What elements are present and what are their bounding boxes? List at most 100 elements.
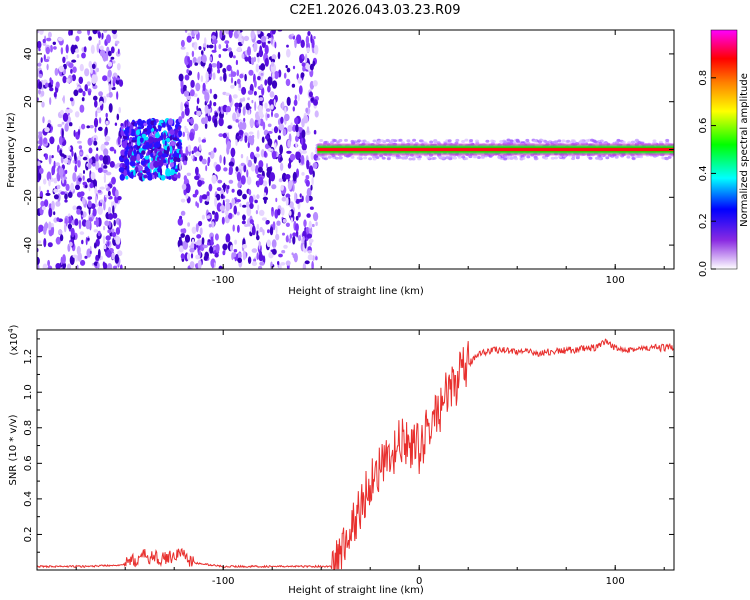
spectrogram-cell — [72, 172, 77, 183]
spectrogram-cell — [226, 64, 232, 72]
spectrogram-cell — [357, 139, 361, 143]
spectrogram-cell — [210, 236, 214, 246]
spectrogram-cell — [246, 156, 249, 164]
spectrogram-cell — [256, 180, 260, 188]
spectrogram-cell — [285, 174, 291, 180]
spectrogram-cell — [69, 97, 74, 102]
spectrogram-cell — [181, 183, 187, 190]
spectrogram-cell — [64, 123, 69, 132]
spectrogram-cell — [187, 144, 192, 152]
spectrogram-cell — [46, 189, 50, 193]
spectrogram-cell — [107, 229, 112, 234]
spectrogram-cell — [285, 260, 291, 266]
spectrogram-cell — [311, 223, 315, 228]
spectrogram-cell — [40, 200, 45, 207]
spectrogram-cell — [283, 244, 288, 249]
spectrogram-cell — [95, 110, 98, 118]
spectrogram-cell — [228, 212, 233, 219]
spectrogram-cell — [272, 71, 275, 80]
spectrogram-cell — [112, 30, 117, 35]
spectrogram-cell — [48, 178, 51, 187]
spectrogram-cell — [56, 184, 61, 190]
spectrogram-cell — [295, 142, 298, 148]
spectrogram-cell — [39, 167, 44, 174]
spectrogram-cell — [72, 254, 78, 258]
spectrogram-cell — [213, 147, 217, 153]
spectrogram-cell — [168, 175, 172, 180]
spectrogram-cell — [117, 48, 120, 55]
spectrogram-cell — [103, 200, 106, 211]
spectrogram-cell — [48, 207, 53, 218]
spectrogram-cell — [365, 141, 370, 145]
spectrogram-cell — [215, 243, 220, 253]
spectrogram-cell — [79, 191, 85, 197]
spectrogram-cell — [66, 78, 69, 83]
spectrogram-cell — [301, 137, 304, 146]
spectrogram-cell — [307, 250, 312, 254]
spectrogram-cell — [248, 131, 254, 135]
spectrogram-cell — [500, 155, 505, 159]
spectrogram-cell — [301, 129, 306, 139]
spectrogram-cell — [67, 108, 73, 114]
spectrogram-cell — [143, 174, 148, 179]
spectrogram-cell — [136, 144, 141, 150]
spectrogram-cell — [236, 46, 242, 52]
spectrogram-cell — [76, 30, 82, 34]
spectrogram-cell — [105, 112, 108, 118]
spectrogram-cell — [202, 43, 207, 48]
spectrogram-cell — [432, 156, 437, 160]
spectrogram-cell — [550, 156, 555, 160]
spectrogram-cell — [304, 239, 307, 249]
spectrogram-cell — [189, 261, 195, 269]
spectrogram-cell — [67, 159, 71, 165]
spectrogram-cell — [129, 126, 132, 135]
spectrogram-cell — [200, 75, 204, 83]
spectrogram-cell — [63, 157, 69, 164]
spectrogram-y-tick-label: -40 — [23, 237, 34, 253]
spectrogram-cell — [198, 144, 202, 152]
spectrogram-cell — [47, 259, 50, 267]
spectrogram-cell — [184, 127, 189, 134]
spectrogram-cell — [47, 31, 52, 38]
spectrogram-cell — [552, 140, 557, 144]
spectrogram-cell — [223, 72, 227, 82]
spectrogram-cell — [82, 197, 86, 205]
spectrogram-cell — [101, 32, 104, 40]
spectrogram-cell — [51, 155, 54, 159]
spectrogram-cell — [350, 155, 355, 159]
spectrogram-cell — [131, 155, 137, 162]
spectrogram-cell — [332, 139, 337, 142]
spectrogram-cell — [238, 252, 242, 260]
spectrogram-cell — [279, 144, 283, 155]
spectrogram-cell — [266, 239, 271, 248]
spectrogram-cell — [150, 157, 153, 161]
spectrogram-cell — [230, 244, 233, 252]
spectrogram-cell — [225, 202, 231, 212]
spectrogram-cell — [305, 35, 310, 45]
spectrogram-cell — [190, 89, 195, 97]
spectrogram-cell — [223, 167, 228, 172]
spectrogram-cell — [163, 132, 167, 141]
spectrogram-cell — [281, 250, 286, 254]
spectrogram-cell — [240, 162, 245, 166]
spectrogram-cell — [566, 139, 571, 143]
spectrogram-cell — [104, 141, 110, 146]
spectrogram-cell — [179, 161, 182, 171]
spectrogram-cell — [135, 129, 140, 136]
spectrogram-cell — [271, 110, 273, 118]
spectrogram-cell — [103, 225, 106, 231]
spectrogram-cell — [227, 47, 232, 52]
spectrogram-cell — [130, 128, 136, 137]
spectrogram-cell — [190, 79, 195, 88]
spectrogram-cell — [312, 170, 315, 178]
spectrogram-cell — [37, 240, 42, 244]
spectrogram-cell — [196, 105, 199, 112]
spectrogram-cell — [52, 41, 56, 45]
spectrogram-cell — [181, 111, 185, 119]
spectrogram-cell — [79, 63, 84, 72]
spectrogram-cell — [630, 140, 635, 144]
spectrogram-cell — [267, 33, 271, 38]
spectrogram-cell — [115, 189, 119, 198]
spectrogram-cell — [264, 44, 269, 55]
